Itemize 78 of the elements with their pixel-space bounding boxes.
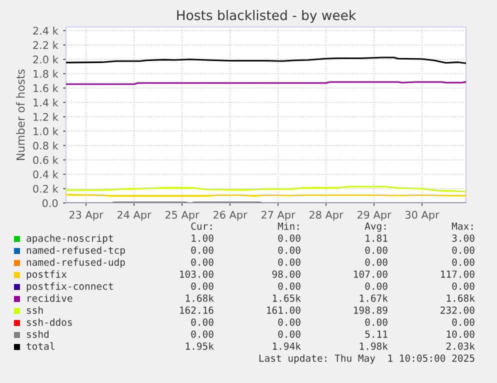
y-tick-label: 0.2 k [33, 184, 58, 193]
text: 1.95k [186, 342, 214, 350]
text: Last update: Thu May 1 10:05:00 2025 [259, 354, 474, 364]
x-tick-label: 28 Apr [309, 210, 344, 221]
text: 0.00 [365, 258, 388, 266]
text: 0.00 [278, 258, 300, 266]
text: Avg: [364, 222, 386, 232]
text: 232.00 [440, 306, 474, 314]
text: 1.98k [360, 342, 388, 350]
text: 161.00 [267, 306, 300, 314]
x-tick-label: 29 Apr [357, 210, 392, 221]
legend-label: total [26, 342, 54, 350]
text: 10.00 [446, 330, 474, 338]
text: 103.00 [180, 270, 214, 278]
text: 0.00 [278, 234, 300, 242]
text: 117.00 [441, 270, 474, 278]
text: 0.00 [452, 258, 474, 266]
text: 0.00 [365, 282, 388, 290]
text: 0.00 [365, 318, 388, 326]
text: 0.00 [278, 318, 300, 326]
text: 1.68k [446, 294, 475, 302]
text: 1.81 [366, 234, 388, 242]
text: 0.00 [452, 318, 474, 326]
x-tick-label: 23 Apr [69, 210, 104, 221]
legend-label: postfix-connect [26, 282, 113, 292]
text: 1.65k [272, 294, 301, 302]
x-tick-label: 25 Apr [165, 210, 200, 221]
text: 5.11 [365, 330, 388, 338]
text: 0.00 [452, 282, 474, 290]
text: 0.00 [191, 318, 214, 326]
text: 0.00 [278, 330, 300, 338]
legend-label: ssh-ddos [27, 318, 72, 326]
text: 0.00 [191, 258, 214, 266]
y-tick-label: 1.6 k [34, 84, 58, 92]
legend-label: ssh [27, 306, 43, 314]
y-tick-label: 2.2 k [33, 41, 58, 49]
y-tick-label: 1.0 k [34, 127, 58, 136]
x-tick-label: 27 Apr [261, 210, 296, 221]
text: 1.68k [186, 294, 214, 302]
text: Cur: [191, 222, 212, 230]
legend-label: apache-noscript [26, 234, 113, 244]
text: Max: [452, 222, 473, 230]
legend-label: named-refused-udp [26, 258, 125, 268]
y-tick-label: 2.0 k [33, 55, 58, 64]
text: Min: [278, 222, 299, 230]
y-tick-label: 1.4 k [34, 98, 58, 106]
text: 198.89 [354, 306, 388, 314]
text: 0.00 [278, 282, 300, 290]
text: 0.00 [191, 282, 214, 290]
x-tick-label: 30 Apr [406, 210, 440, 221]
text: 98.00 [272, 270, 300, 278]
chart-title: Hosts blacklisted - by week [177, 10, 356, 23]
y-tick-label: 0.6 k [33, 156, 58, 164]
text: 162.16 [180, 306, 214, 314]
text: 0.00 [191, 246, 214, 254]
text: 0.00 [278, 246, 300, 254]
text: 1.67k [360, 294, 388, 302]
legend-label: postfix [26, 270, 67, 280]
x-tick-label: 26 Apr [213, 210, 248, 221]
text: 2.03k [446, 342, 475, 350]
text: 1.94k [272, 342, 301, 350]
text: 3.00 [452, 234, 474, 242]
text: 107.00 [354, 270, 388, 278]
y-tick-label: 1.8 k [34, 70, 58, 78]
y-tick-label: 0.0 [42, 199, 58, 208]
y-tick-label: 2.4 k [33, 26, 58, 35]
y-tick-label: 0.8 k [33, 142, 58, 150]
text: 1.00 [192, 234, 214, 242]
text: 0.00 [452, 246, 474, 254]
text: 0.00 [191, 330, 214, 338]
y-axis-title: Number of hosts [16, 69, 25, 160]
x-tick-label: 24 Apr [117, 210, 152, 221]
y-tick-label: 0.4 k [33, 170, 58, 178]
legend-label: sshd [27, 330, 49, 338]
legend-label: named-refused-tcp [26, 246, 125, 256]
text: 0.00 [365, 246, 388, 254]
y-tick-label: 1.2 k [34, 112, 58, 121]
legend-label: recidive [28, 294, 72, 302]
